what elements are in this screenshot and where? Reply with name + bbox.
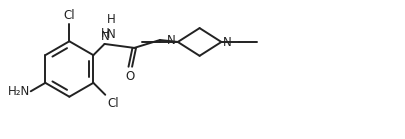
Text: N: N <box>101 30 110 44</box>
Text: N: N <box>223 36 232 49</box>
Text: O: O <box>126 70 134 83</box>
Text: Cl: Cl <box>107 97 119 110</box>
Text: N: N <box>167 34 175 48</box>
Text: H: H <box>101 27 110 40</box>
Text: H
N: H N <box>106 13 115 41</box>
Text: Cl: Cl <box>63 9 75 22</box>
Text: H₂N: H₂N <box>8 85 30 98</box>
